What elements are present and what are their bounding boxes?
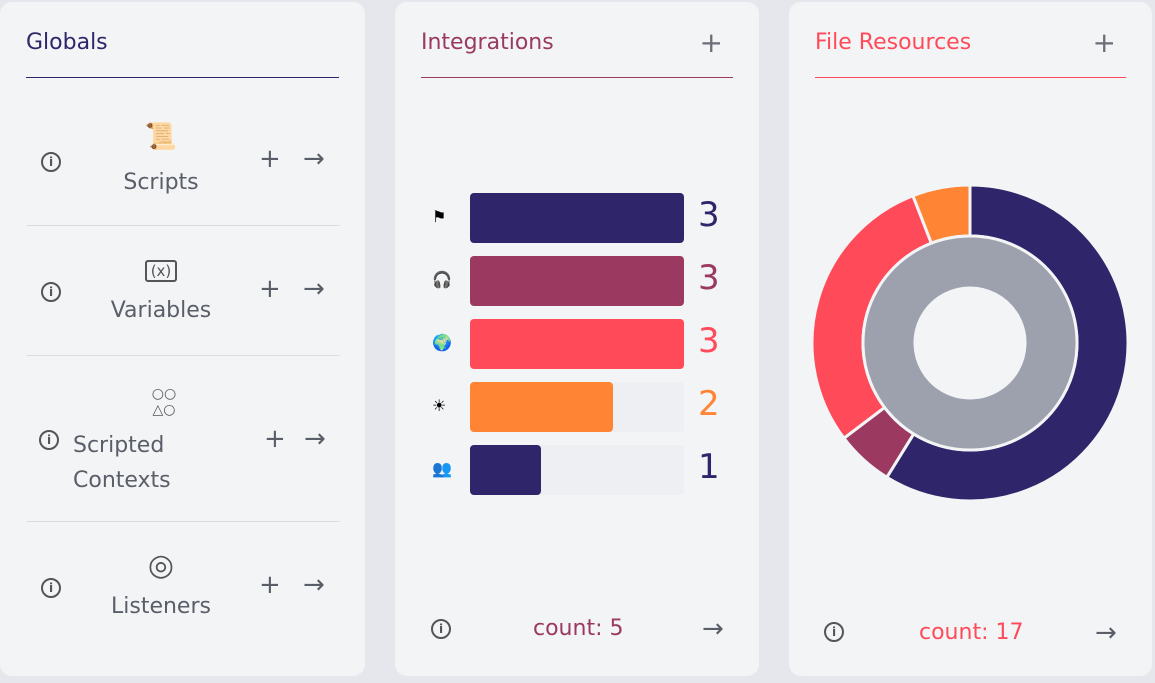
radar-icon: ◎ <box>147 548 175 583</box>
globals-title: Globals <box>26 30 339 78</box>
scripted-contexts-label[interactable]: Scripted Contexts <box>73 433 171 493</box>
info-icon[interactable]: i <box>41 578 61 598</box>
integrations-count: count: 5 <box>533 616 624 641</box>
bar[interactable] <box>470 319 684 369</box>
add-script-button[interactable]: + <box>259 144 281 174</box>
globals-title-text: Globals <box>26 30 108 55</box>
open-listeners-button[interactable]: → <box>303 570 325 600</box>
add-file-resource-button[interactable]: + <box>1092 26 1116 59</box>
info-icon[interactable]: i <box>41 282 61 302</box>
add-listener-button[interactable]: + <box>259 570 281 600</box>
toolbox-icon: ⚑ <box>432 207 447 226</box>
globals-card: Globals i 📜 Scripts + → i (x) Variables … <box>0 2 365 676</box>
info-icon[interactable]: i <box>39 430 59 450</box>
integrations-header: Integrations + <box>421 26 733 78</box>
open-scripts-button[interactable]: → <box>303 144 325 174</box>
open-variables-button[interactable]: → <box>303 274 325 304</box>
scroll-icon: 📜 <box>144 122 178 152</box>
shapes-icon: ○○ △○ <box>151 386 177 418</box>
bar[interactable] <box>470 256 684 306</box>
add-variable-button[interactable]: + <box>259 274 281 304</box>
bar-track[interactable] <box>470 256 684 306</box>
open-scripted-contexts-button[interactable]: → <box>304 424 326 454</box>
variable-icon: (x) <box>145 260 177 282</box>
headset-icon: 🎧 <box>432 270 452 289</box>
bar-track[interactable] <box>470 445 684 495</box>
file-resources-title: File Resources <box>815 30 972 55</box>
info-icon[interactable]: i <box>41 152 61 172</box>
info-icon[interactable]: i <box>824 622 844 642</box>
bar-value: 3 <box>698 195 720 235</box>
file-resources-header: File Resources + <box>815 26 1126 78</box>
bar[interactable] <box>470 382 613 432</box>
bar[interactable] <box>470 193 684 243</box>
sunrise-icon: ☀ <box>432 396 447 415</box>
bar-track[interactable] <box>470 382 684 432</box>
bar-value: 3 <box>698 258 720 298</box>
bar-value: 1 <box>698 447 720 487</box>
add-scripted-context-button[interactable]: + <box>264 424 286 454</box>
info-icon[interactable]: i <box>431 619 451 639</box>
open-integrations-button[interactable]: → <box>702 614 724 644</box>
bar-value: 2 <box>698 384 720 424</box>
integrations-title: Integrations <box>421 30 554 55</box>
people-icon: 👥 <box>432 459 452 478</box>
globals-item-scripts: i 📜 Scripts + → <box>27 102 340 226</box>
globals-item-scripted-contexts: i ○○ △○ Scripted Contexts + → <box>27 356 340 522</box>
bar-value: 3 <box>698 321 720 361</box>
scripts-label[interactable]: Scripts <box>123 170 199 195</box>
add-integration-button[interactable]: + <box>699 26 723 59</box>
open-file-resources-button[interactable]: → <box>1095 618 1117 648</box>
file-resources-count: count: 17 <box>919 620 1024 645</box>
listeners-label[interactable]: Listeners <box>111 594 211 619</box>
bar-track[interactable] <box>470 319 684 369</box>
variables-label[interactable]: Variables <box>110 298 212 323</box>
globals-item-listeners: i ◎ Listeners + → <box>27 522 340 642</box>
bar[interactable] <box>470 445 542 495</box>
globe-icon: 🌍 <box>432 333 452 352</box>
file-resources-card: File Resources + <box>789 2 1152 676</box>
globals-item-variables: i (x) Variables + → <box>27 226 340 356</box>
bar-track[interactable] <box>470 193 684 243</box>
